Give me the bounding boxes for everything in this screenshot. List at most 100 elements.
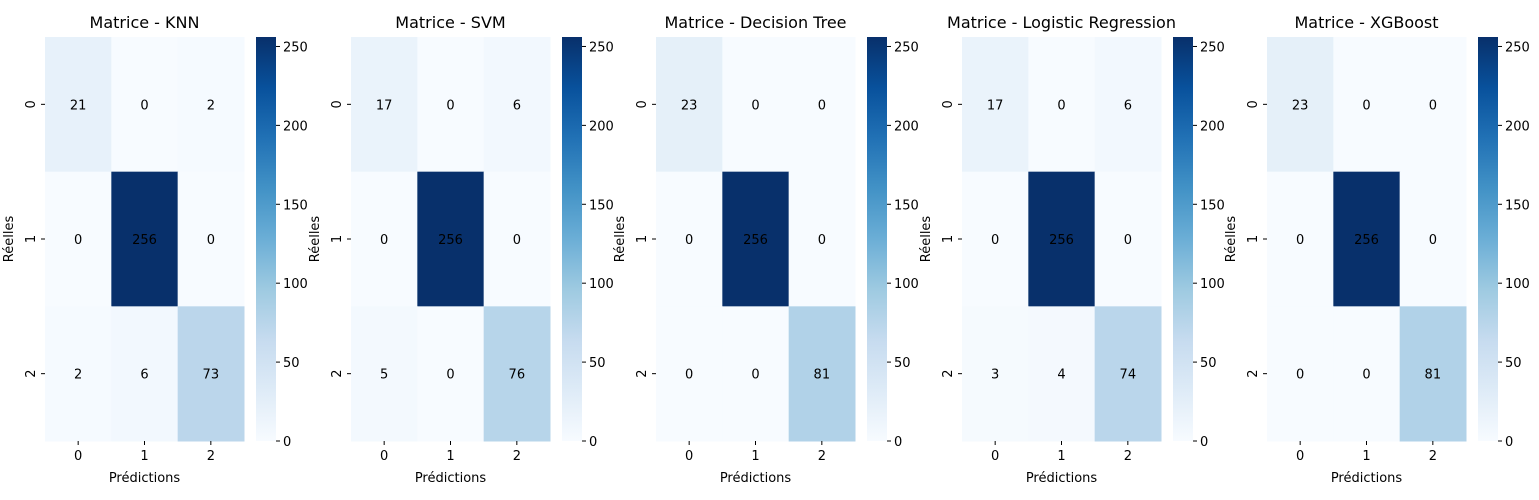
cell-value-label: 3	[991, 368, 999, 383]
x-axis-label: Prédictions	[1026, 471, 1098, 486]
heatmap-cell	[1333, 37, 1401, 173]
heatmap-cell	[351, 171, 418, 307]
y-axis-label: Réelles	[2, 216, 17, 263]
heatmap-cell	[1094, 37, 1162, 173]
cell-value-label: 0	[818, 233, 826, 248]
cell-value-label: 0	[513, 233, 521, 248]
heatmap-cell	[722, 171, 790, 307]
heatmap-cell	[788, 306, 856, 442]
heatmap-cell	[177, 306, 245, 442]
y-tick-label: 0	[635, 100, 650, 108]
heatmap-cell	[111, 306, 179, 442]
colorbar-tick-label: 200	[1505, 119, 1530, 134]
heatmap-cell	[45, 171, 112, 307]
colorbar-tick-label: 100	[1505, 277, 1530, 292]
cell-value-label: 0	[1296, 233, 1304, 248]
heatmap-cell	[1333, 171, 1401, 307]
colorbar-tick-label: 100	[894, 277, 919, 292]
panel-title: Matrice - Logistic Regression	[947, 13, 1176, 32]
heatmap-cell	[351, 306, 418, 442]
colorbar-tick-label: 150	[589, 198, 614, 213]
y-axis-label: Réelles	[613, 216, 628, 263]
colorbar-tick-label: 100	[283, 277, 308, 292]
heatmap-cell	[656, 171, 723, 307]
cell-value-label: 81	[814, 368, 831, 383]
x-tick-label: 0	[685, 449, 693, 464]
heatmap-cell	[722, 37, 790, 173]
cell-value-label: 5	[380, 368, 388, 383]
heatmap-cell	[656, 37, 723, 173]
x-tick-label: 1	[1057, 449, 1065, 464]
heatmap-cell	[417, 171, 485, 307]
cell-value-label: 0	[685, 368, 693, 383]
colorbar-tick-label: 0	[283, 435, 291, 450]
cell-value-label: 0	[380, 233, 388, 248]
heatmap-cell	[483, 37, 551, 173]
heatmap-cell	[483, 171, 551, 307]
heatmap-cell	[1267, 37, 1334, 173]
colorbar	[1478, 37, 1498, 441]
colorbar-tick-label: 50	[894, 356, 911, 371]
colorbar-tick-label: 250	[283, 40, 308, 55]
y-tick-label: 1	[635, 235, 650, 243]
heatmap-cell	[962, 171, 1029, 307]
y-axis-label: Réelles	[308, 216, 323, 263]
cell-value-label: 0	[818, 98, 826, 113]
cell-value-label: 0	[685, 233, 693, 248]
y-tick-label: 0	[24, 100, 39, 108]
cell-value-label: 6	[140, 368, 148, 383]
heatmap-cell	[483, 306, 551, 442]
heatmap-cell	[1028, 37, 1096, 173]
y-tick-label: 2	[941, 370, 956, 378]
cell-value-label: 4	[1057, 368, 1065, 383]
y-tick-label: 1	[330, 235, 345, 243]
colorbar	[562, 37, 582, 441]
colorbar-tick-label: 200	[1200, 119, 1225, 134]
heatmap-cell	[962, 306, 1029, 442]
cell-value-label: 0	[207, 233, 215, 248]
cell-value-label: 17	[376, 98, 393, 113]
x-tick-label: 1	[446, 449, 454, 464]
cell-value-label: 21	[70, 98, 87, 113]
y-tick-label: 2	[1246, 370, 1261, 378]
cell-value-label: 0	[1362, 368, 1370, 383]
cell-value-label: 256	[132, 233, 157, 248]
x-tick-label: 1	[1362, 449, 1370, 464]
cell-value-label: 74	[1120, 368, 1137, 383]
x-axis-label: Prédictions	[109, 471, 181, 486]
y-tick-label: 1	[1246, 235, 1261, 243]
y-tick-label: 1	[941, 235, 956, 243]
y-axis-label: Réelles	[919, 216, 934, 263]
x-tick-label: 1	[751, 449, 759, 464]
y-tick-label: 1	[24, 235, 39, 243]
heatmap-cell	[962, 37, 1029, 173]
colorbar	[256, 37, 276, 441]
cell-value-label: 256	[1354, 233, 1379, 248]
cell-value-label: 2	[74, 368, 82, 383]
x-tick-label: 0	[380, 449, 388, 464]
x-axis-label: Prédictions	[720, 471, 792, 486]
cell-value-label: 73	[203, 368, 220, 383]
panel-title: Matrice - XGBoost	[1294, 13, 1438, 32]
cell-value-label: 0	[1124, 233, 1132, 248]
cell-value-label: 81	[1425, 368, 1442, 383]
x-tick-label: 0	[1296, 449, 1304, 464]
y-tick-label: 0	[330, 100, 345, 108]
heatmap-cell	[788, 171, 856, 307]
cell-value-label: 0	[991, 233, 999, 248]
cell-value-label: 0	[446, 368, 454, 383]
cell-value-label: 0	[1429, 233, 1437, 248]
cell-value-label: 0	[751, 98, 759, 113]
cell-value-label: 0	[1362, 98, 1370, 113]
heatmap-cell	[1399, 171, 1467, 307]
heatmap-cell	[417, 306, 485, 442]
cell-value-label: 256	[743, 233, 768, 248]
heatmap-cell	[1094, 306, 1162, 442]
heatmap-cell	[177, 171, 245, 307]
colorbar-tick-label: 200	[283, 119, 308, 134]
colorbar	[867, 37, 887, 441]
heatmap-cell	[111, 171, 179, 307]
colorbar	[1173, 37, 1193, 441]
